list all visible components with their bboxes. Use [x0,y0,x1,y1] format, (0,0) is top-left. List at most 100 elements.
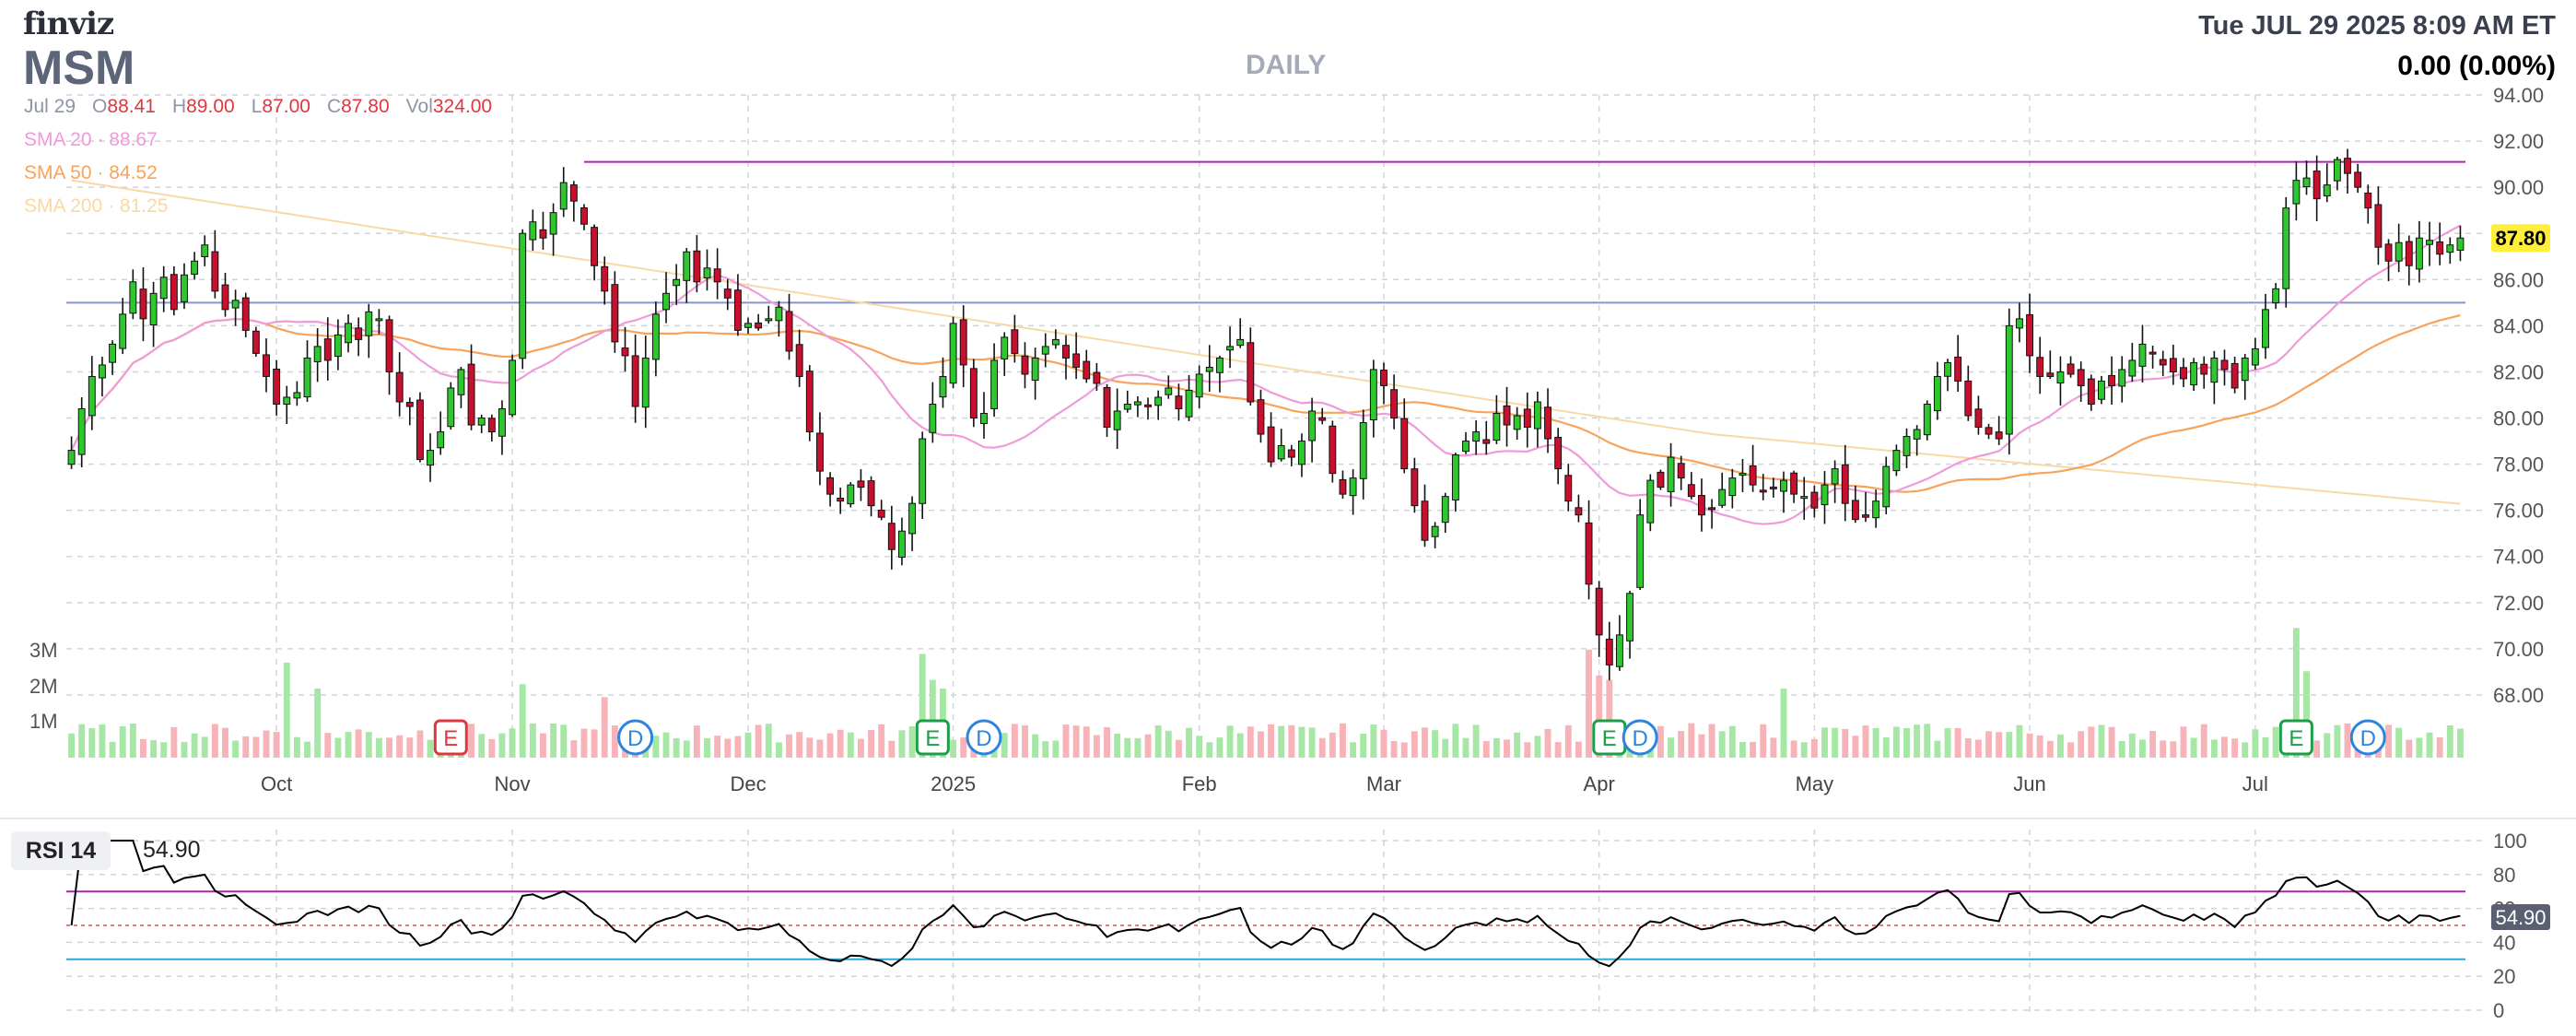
volume-bar [1257,731,1264,758]
candle-body [2292,180,2301,205]
price-axis-label: 68.00 [2493,684,2544,707]
candle-body [2046,372,2055,377]
volume-bar [232,740,240,758]
candle-body [221,284,229,311]
candle-body [467,363,475,426]
volume-bar [1072,725,1080,758]
candle-body [457,369,465,395]
candle-body [2323,184,2331,197]
volume-bar [252,736,260,758]
date-axis-label: Jun [2013,772,2045,795]
candle-body [2180,367,2187,380]
candle-body [1657,471,1665,489]
candle-body [1841,464,1849,504]
candle-body [334,334,342,358]
candle-body [1564,475,1573,502]
volume-label: Vol [405,96,433,117]
sma200-legend[interactable]: SMA 200 · 81.25 [24,195,169,217]
candle-body [703,267,711,278]
earnings-marker[interactable]: E [2278,719,2313,756]
candle-body [1800,496,1809,500]
candle-body [2056,371,2065,384]
volume-bar [150,739,158,758]
volume-bar [99,724,106,758]
last-price-tag [2491,224,2550,253]
earnings-marker[interactable]: E [915,719,950,756]
candle-body [795,344,803,377]
candle-body [631,355,639,407]
sma50-legend[interactable]: SMA 50 · 84.52 [24,162,158,183]
volume-bar [129,724,136,758]
finviz-logo[interactable]: finviz [23,6,114,42]
candle-body [601,265,609,292]
candle-body [591,227,599,266]
candle-body [170,274,178,311]
volume-bar [1996,732,2003,758]
candle-body [1923,403,1931,436]
candle-body [323,338,332,361]
volume-bar [550,723,557,758]
candle-body [2087,378,2095,405]
ohlc-date: Jul 29 [24,96,76,117]
candle-body [1421,500,1429,541]
volume-bar [683,740,690,758]
candle-body [1051,338,1060,346]
candle-body [181,274,188,302]
earnings-badge-letter: E [443,726,458,751]
candle-body [1472,431,1481,442]
candle-body [487,418,496,433]
candle-body [1728,477,1737,497]
candle-body [345,323,352,344]
dividend-marker[interactable]: D [1622,719,1658,756]
volume-bar [1514,732,1521,758]
timeframe-label[interactable]: DAILY [1246,50,1327,80]
volume-bar [1329,732,1336,758]
last-price-label: 87.80 [2495,227,2546,250]
volume-bar [2456,728,2464,758]
candle-body [1031,357,1039,382]
volume-bar [816,739,824,758]
volume-bar [591,729,598,758]
chart-grid [0,94,2576,1014]
candle-body [1083,360,1091,380]
candle-body [509,359,517,416]
candle-body [67,450,76,465]
horizontal-level-lines [66,160,2465,304]
volume-bar [1493,737,1500,758]
dividend-marker[interactable]: D [617,719,654,756]
volume-bar [211,724,218,758]
candle-body [313,346,322,362]
volume-bar [1400,742,1408,758]
volume-bar [540,733,546,758]
sma20-legend[interactable]: SMA 20 · 88.67 [24,129,158,150]
candle-body [498,408,506,437]
candle-body [2169,358,2177,372]
candle-body [929,403,937,433]
volume-bar [314,689,322,758]
rsi-indicator-label[interactable]: RSI 14 [11,831,111,870]
candle-body [1339,478,1347,495]
volume-bar [744,732,752,758]
volume-bar [1042,741,1049,758]
dividend-marker[interactable]: D [966,719,1002,756]
candle-body [2384,243,2393,262]
candle-body [241,297,250,331]
volume-bar [68,733,76,758]
candle-body [1185,389,1193,418]
date-axis-label: Nov [495,772,531,795]
volume-bar [2088,726,2095,758]
low-label: L [251,96,263,117]
earnings-marker[interactable]: E [1592,719,1627,756]
candle-body [1154,396,1163,406]
volume-bar [283,662,290,758]
volume-bar [88,728,96,758]
candle-body [1544,406,1551,440]
volume-bar [1810,738,1818,758]
volume-bar [140,738,146,758]
earnings-marker[interactable]: E [433,719,468,756]
low-value: 87.00 [262,96,310,117]
candle-body [1226,346,1235,351]
dividend-marker[interactable]: D [2349,719,2386,756]
volume-bar [1780,689,1787,758]
